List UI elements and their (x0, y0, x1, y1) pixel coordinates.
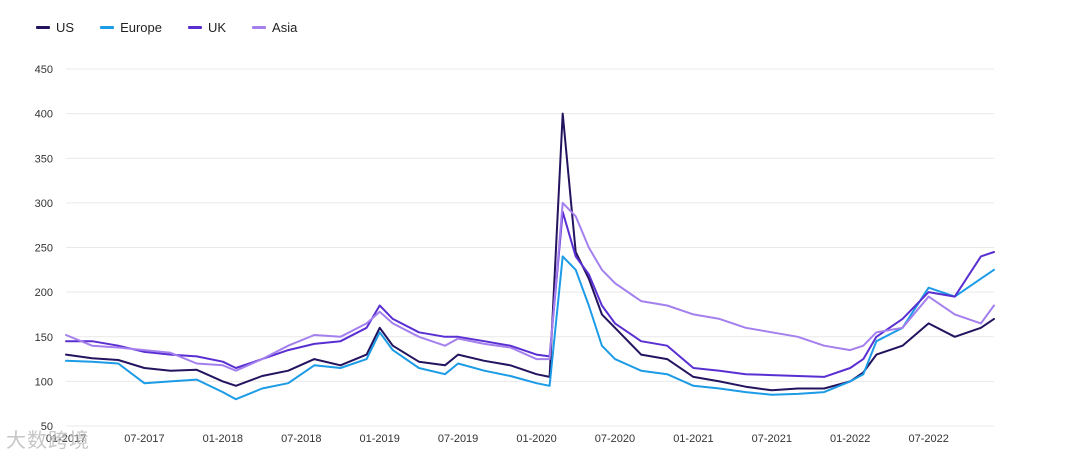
legend-label: Asia (272, 20, 298, 35)
x-tick-label: 01-2018 (203, 433, 243, 445)
y-tick-label: 300 (35, 198, 53, 210)
x-tick-label: 01-2022 (830, 433, 870, 445)
x-tick-label: 07-2020 (595, 433, 635, 445)
grid-lines (66, 68, 994, 427)
x-tick-label: 01-2017 (46, 433, 86, 445)
series-line-europe (65, 255, 995, 401)
series-lines (65, 112, 995, 401)
legend-swatch (100, 26, 115, 29)
x-tick-label: 01-2020 (516, 433, 556, 445)
legend-swatch (187, 26, 202, 29)
series-line-uk (65, 210, 995, 378)
legend-swatch (252, 26, 267, 29)
series-line-asia (65, 201, 995, 372)
legend-label: US (56, 20, 75, 35)
legend-item-us: US (36, 20, 74, 35)
y-tick-label: 350 (35, 153, 53, 165)
chart-legend: US Europe UK Asia (36, 20, 297, 35)
y-tick-label: 50 (41, 421, 53, 433)
y-tick-label: 450 (35, 64, 53, 76)
watermark-logo: 大数跨境 (6, 424, 90, 453)
x-tick-label: 01-2021 (673, 433, 713, 445)
y-axis: 50 100 150 200 250 300 350 400 450 (35, 64, 53, 433)
y-tick-label: 200 (35, 287, 53, 299)
watermark-text: 大数跨境 (6, 428, 90, 452)
y-tick-label: 150 (35, 332, 53, 344)
y-tick-label: 100 (35, 376, 53, 388)
x-tick-label: 07-2021 (752, 433, 792, 445)
x-tick-label: 07-2017 (124, 433, 164, 445)
x-tick-label: 07-2018 (281, 433, 321, 445)
legend-swatch (36, 26, 50, 29)
x-tick-label: 01-2019 (360, 433, 400, 445)
legend-label: Europe (120, 20, 162, 35)
y-tick-label: 250 (35, 243, 53, 255)
x-tick-label: 07-2022 (908, 433, 948, 445)
x-tick-label: 07-2019 (438, 433, 478, 445)
x-axis: 01-2017 07-2017 01-2018 07-2018 01-2019 07-20… (46, 433, 949, 445)
y-tick-label: 400 (35, 109, 53, 121)
legend-item-europe: Europe (100, 20, 162, 35)
legend-item-uk: UK (187, 20, 227, 35)
legend-item-asia: Asia (252, 20, 297, 35)
legend-label: UK (207, 20, 227, 35)
